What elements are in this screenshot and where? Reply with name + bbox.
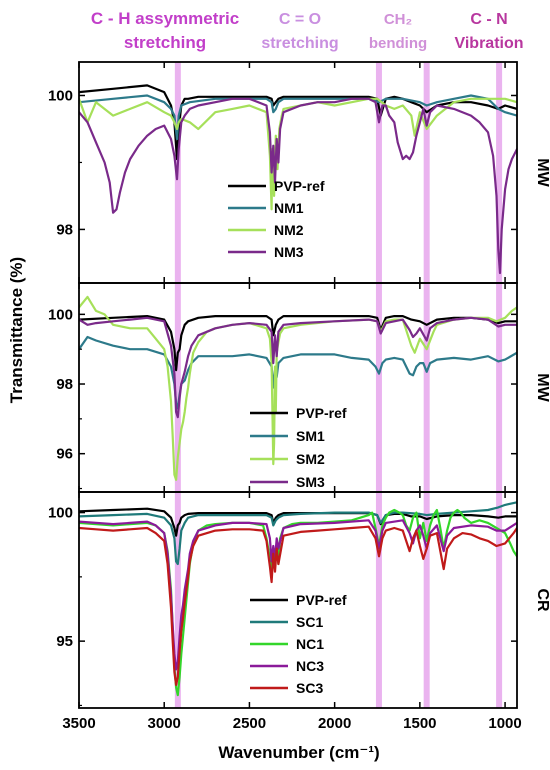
- series-line-bottom-SC3: [79, 525, 517, 686]
- panel-middle: 96 98 100 MW PVP-ref SM1 SM2 SM3: [48, 282, 550, 493]
- legend-label-middle-PVP-ref: PVP-ref: [296, 405, 347, 421]
- x-tick-label-2000: 2000: [318, 715, 351, 732]
- series-line-middle-SM2: [79, 295, 517, 481]
- annotation-1-line-1: stretching: [261, 35, 338, 52]
- series-line-top-NM3: [79, 97, 517, 275]
- band-highlight-2: [423, 62, 430, 708]
- legend-label-bottom-SC3: SC3: [296, 680, 323, 696]
- y-tick-label-top-98: 98: [56, 221, 73, 238]
- series-line-middle-SM3: [79, 316, 517, 419]
- series-line-middle-PVP-ref: [79, 315, 517, 372]
- y-tick-label-middle-96: 96: [56, 446, 73, 463]
- panel-series-bottom: [79, 501, 517, 697]
- band-highlight-3: [496, 62, 503, 708]
- panel-series-middle: [79, 295, 517, 481]
- series-line-middle-SM1: [79, 335, 517, 410]
- annotation-1-line-0: C = O: [279, 11, 321, 28]
- panel-side-label-top: MW: [534, 158, 550, 187]
- annotation-2-line-0: CH₂: [384, 11, 412, 28]
- legend-label-middle-SM1: SM1: [296, 428, 325, 444]
- legend-label-middle-SM2: SM2: [296, 451, 325, 467]
- legend-label-top-PVP-ref: PVP-ref: [274, 178, 325, 194]
- band-highlights: [174, 62, 503, 708]
- panel-top: 98 100 MW PVP-ref NM1 NM2 NM3: [48, 61, 550, 284]
- legend-label-top-NM2: NM2: [274, 222, 304, 238]
- annotation-2-line-1: bending: [369, 35, 427, 52]
- x-axis: 3500 3000 2500 2000 1500 1000: [62, 715, 521, 732]
- annotation-3-line-0: C - N: [470, 11, 507, 28]
- annotation-3-line-1: Vibration: [454, 35, 523, 52]
- legend-label-top-NM1: NM1: [274, 200, 304, 216]
- legend-label-bottom-NC1: NC1: [296, 636, 324, 652]
- band-annotations: C - H assymmetric stretching C = O stretchi…: [91, 9, 524, 52]
- annotation-0-line-1: stretching: [124, 33, 206, 52]
- chart-panels: 98 100 MW PVP-ref NM1 NM2 NM3 96 98 100 MW PVP-ref S…: [48, 61, 550, 709]
- panel-bottom: 95 100 CR PVP-ref SC1 NC1 NC3 SC3: [48, 491, 550, 709]
- legend-label-bottom-SC1: SC1: [296, 614, 323, 630]
- legend-label-middle-SM3: SM3: [296, 474, 325, 490]
- legend-label-bottom-NC3: NC3: [296, 658, 324, 674]
- band-highlight-1: [375, 62, 382, 708]
- x-axis-title: Wavenumber (cm⁻¹): [218, 743, 379, 762]
- x-tick-label-1000: 1000: [488, 715, 521, 732]
- y-tick-label-middle-98: 98: [56, 376, 73, 393]
- x-tick-label-2500: 2500: [233, 715, 266, 732]
- y-tick-label-top-100: 100: [48, 87, 73, 104]
- panel-side-label-bottom: CR: [534, 588, 550, 612]
- x-tick-label-3500: 3500: [62, 715, 95, 732]
- x-tick-label-3000: 3000: [148, 715, 181, 732]
- y-tick-label-middle-100: 100: [48, 306, 73, 323]
- y-tick-label-bottom-95: 95: [56, 633, 73, 650]
- band-highlight-0: [174, 62, 181, 708]
- annotation-0-line-0: C - H assymmetric: [91, 9, 239, 28]
- panel-series-top: [79, 84, 517, 275]
- x-tick-label-1500: 1500: [403, 715, 436, 732]
- legend-label-bottom-PVP-ref: PVP-ref: [296, 592, 347, 608]
- y-axis-title: Transmittance (%): [7, 257, 26, 403]
- legend-label-top-NM3: NM3: [274, 244, 304, 260]
- panel-side-label-middle: MW: [534, 373, 550, 402]
- panel-frame-bottom: [78, 491, 518, 709]
- y-tick-label-bottom-100: 100: [48, 505, 73, 522]
